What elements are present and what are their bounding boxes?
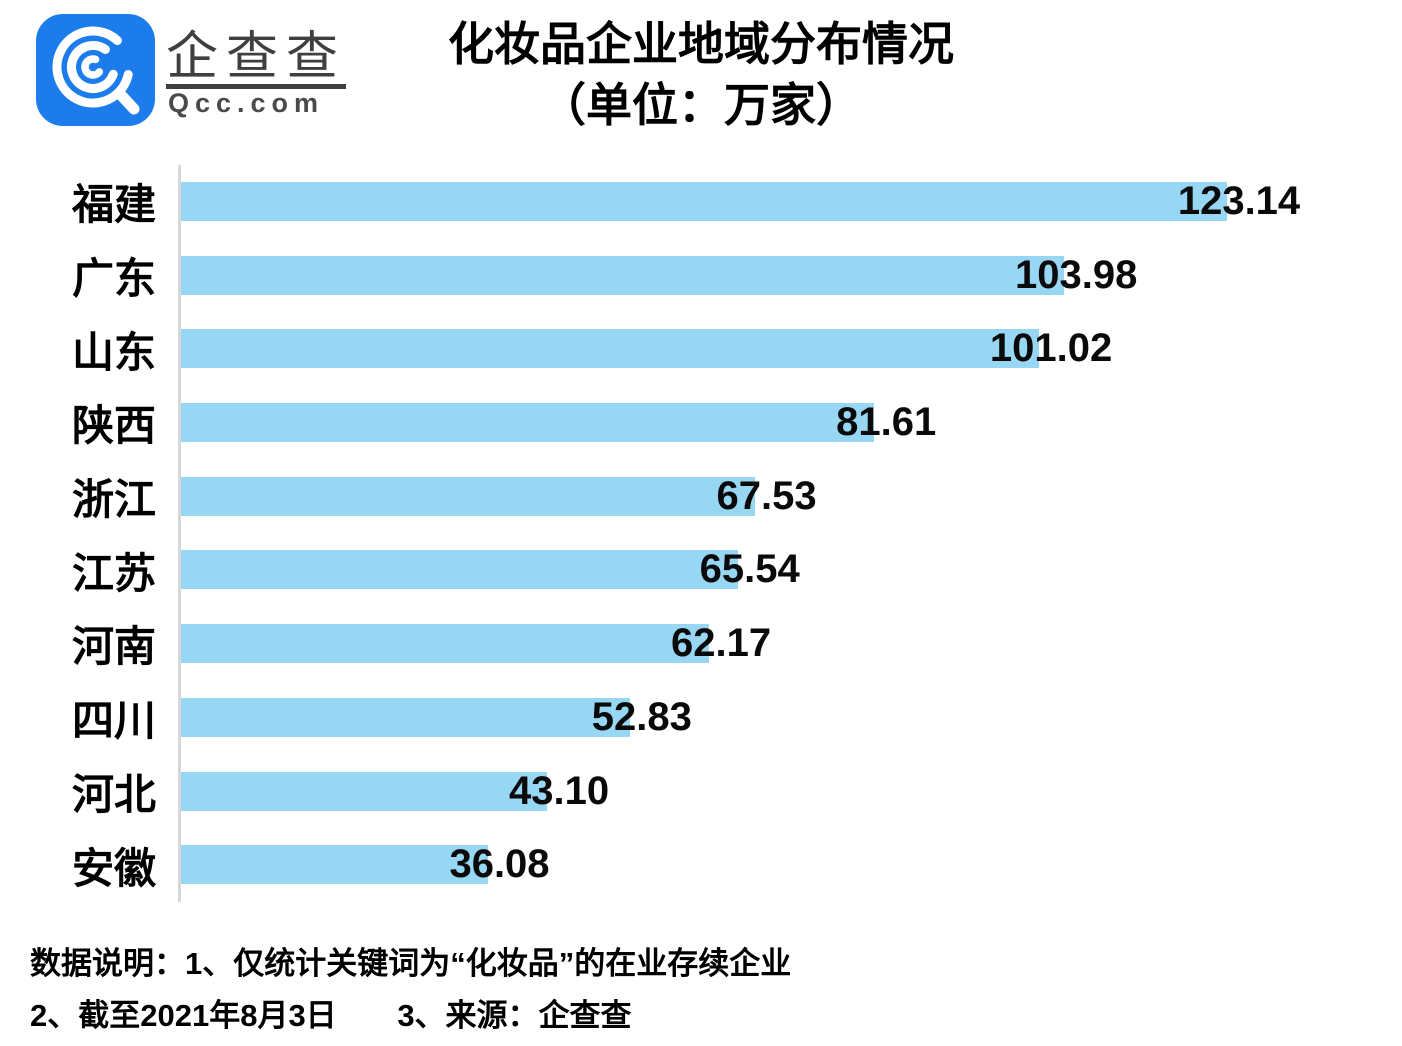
bar [181, 771, 548, 811]
category-label: 安徽 [71, 844, 156, 892]
category-axis: 福建广东山东陕西浙江江苏河南四川河北安徽 [0, 165, 156, 902]
bar-row: 67.53 [181, 460, 1402, 534]
category-label: 河北 [71, 770, 156, 818]
category-label: 四川 [71, 697, 156, 745]
category-label: 山东 [71, 328, 156, 376]
bar-row: 101.02 [181, 312, 1402, 386]
value-label: 123.14 [1177, 179, 1301, 223]
value-label: 81.61 [836, 400, 937, 445]
value-label: 65.54 [699, 547, 800, 592]
brand-domain: Qcc.com [168, 88, 325, 118]
bar-row: 43.10 [181, 755, 1402, 829]
bar-row: 81.61 [181, 386, 1402, 460]
qcc-logo-icon [36, 14, 155, 131]
bar [181, 476, 755, 516]
value-label: 62.17 [671, 621, 772, 666]
category-label: 陕西 [71, 402, 156, 450]
bar-row: 65.54 [181, 533, 1402, 607]
footnote-source: 3、来源：企查查 [397, 998, 632, 1033]
bar [181, 329, 1040, 369]
bar-row: 62.17 [181, 607, 1402, 681]
bar-row: 103.98 [181, 239, 1402, 313]
bar [181, 624, 710, 664]
category-label: 河南 [71, 623, 156, 671]
bar-row: 52.83 [181, 681, 1402, 755]
value-label: 103.98 [1015, 252, 1138, 297]
bar [181, 845, 488, 885]
value-label: 67.53 [716, 473, 817, 518]
value-label: 52.83 [591, 694, 692, 739]
value-label: 36.08 [449, 842, 550, 887]
bar [181, 697, 630, 737]
category-label: 江苏 [71, 549, 156, 597]
bar [181, 255, 1065, 295]
footnote-date: 2、截至2021年8月3日 [30, 998, 337, 1033]
bar [181, 550, 738, 590]
chart-unit-label: （单位：万家） [540, 79, 862, 131]
bar-chart-plot: 123.14 103.98 101.02 81.61 67.53 65.54 62.17 52… [178, 165, 1402, 902]
bar [181, 182, 1227, 221]
chart-title-block: 化妆品企业地域分布情况 （单位：万家） [448, 14, 954, 136]
bar-row: 36.08 [181, 828, 1402, 902]
value-label: 101.02 [989, 326, 1113, 371]
bar [181, 403, 875, 443]
footnote-line1: 数据说明：1、仅统计关键词为“化妆品”的在业存续企业 [30, 946, 792, 981]
category-label: 广东 [71, 255, 156, 303]
value-label: 43.10 [509, 768, 610, 813]
category-label: 浙江 [71, 476, 156, 524]
bar-row: 123.14 [181, 165, 1402, 239]
footnote-line2: 2、截至2021年8月3日 3、来源：企查查 [30, 990, 632, 1035]
brand-name: 企查查 [166, 28, 347, 86]
category-label: 福建 [71, 181, 156, 229]
chart-title: 化妆品企业地域分布情况 [448, 18, 954, 70]
